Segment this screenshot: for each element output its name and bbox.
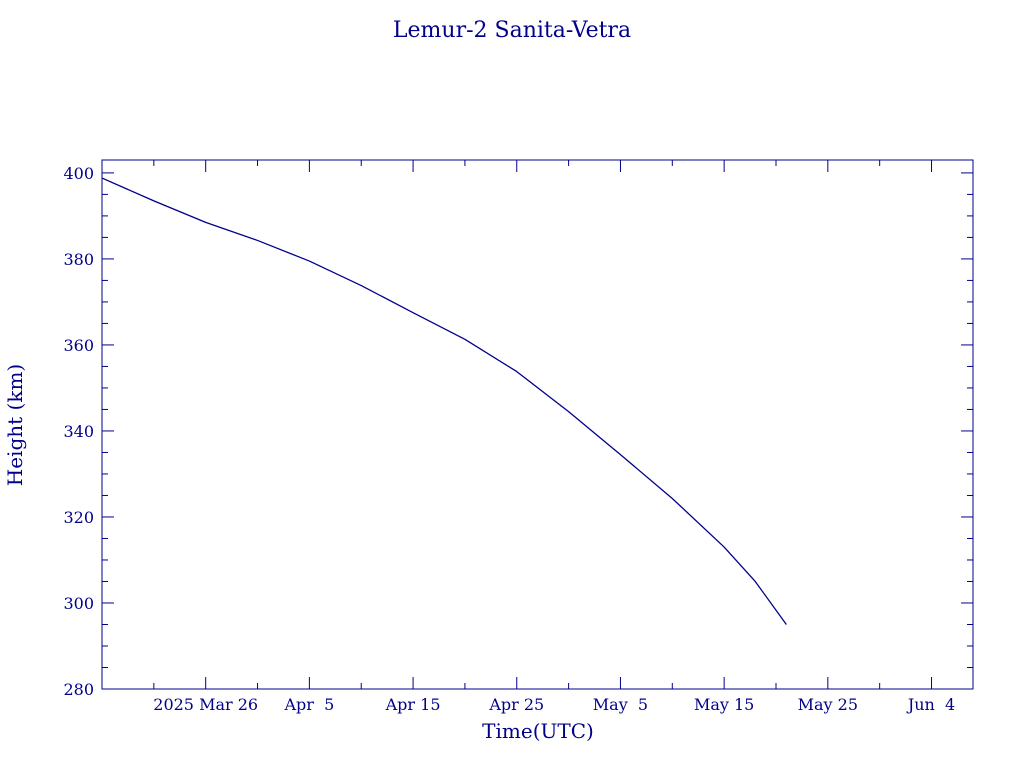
y-tick-label: 400 xyxy=(63,164,94,183)
y-tick-label: 380 xyxy=(63,250,94,269)
series-layer xyxy=(101,177,787,625)
y-tick-label: 320 xyxy=(63,508,94,527)
y-tick-label: 340 xyxy=(63,422,94,441)
y-tick-label: 280 xyxy=(63,680,94,699)
plot-frame xyxy=(101,159,974,690)
x-axis-label: Time(UTC) xyxy=(482,719,594,743)
x-axis-ticks: 2025 Mar 26 Apr 5 Apr 15 Apr 25 May 5 May 15 M… xyxy=(101,160,955,714)
y-tick-label: 360 xyxy=(63,336,94,355)
x-tick-label: Jun 4 xyxy=(906,695,955,714)
x-tick-label: 2025 Mar 26 xyxy=(153,695,258,714)
y-tick-label: 300 xyxy=(63,594,94,613)
x-tick-label: May 5 xyxy=(593,695,648,714)
x-tick-label: May 25 xyxy=(798,695,858,714)
series-line xyxy=(101,177,787,625)
x-tick-label: Apr 15 xyxy=(385,695,441,714)
x-tick-label: Apr 5 xyxy=(283,695,334,714)
x-tick-label: May 15 xyxy=(694,695,754,714)
chart-title: Lemur-2 Sanita-Vetra xyxy=(393,18,631,43)
y-axis-label: Height (km) xyxy=(3,364,27,486)
y-axis-ticks: 280 300 320 340 360 380 400 xyxy=(63,164,973,699)
x-tick-label: Apr 25 xyxy=(488,695,544,714)
